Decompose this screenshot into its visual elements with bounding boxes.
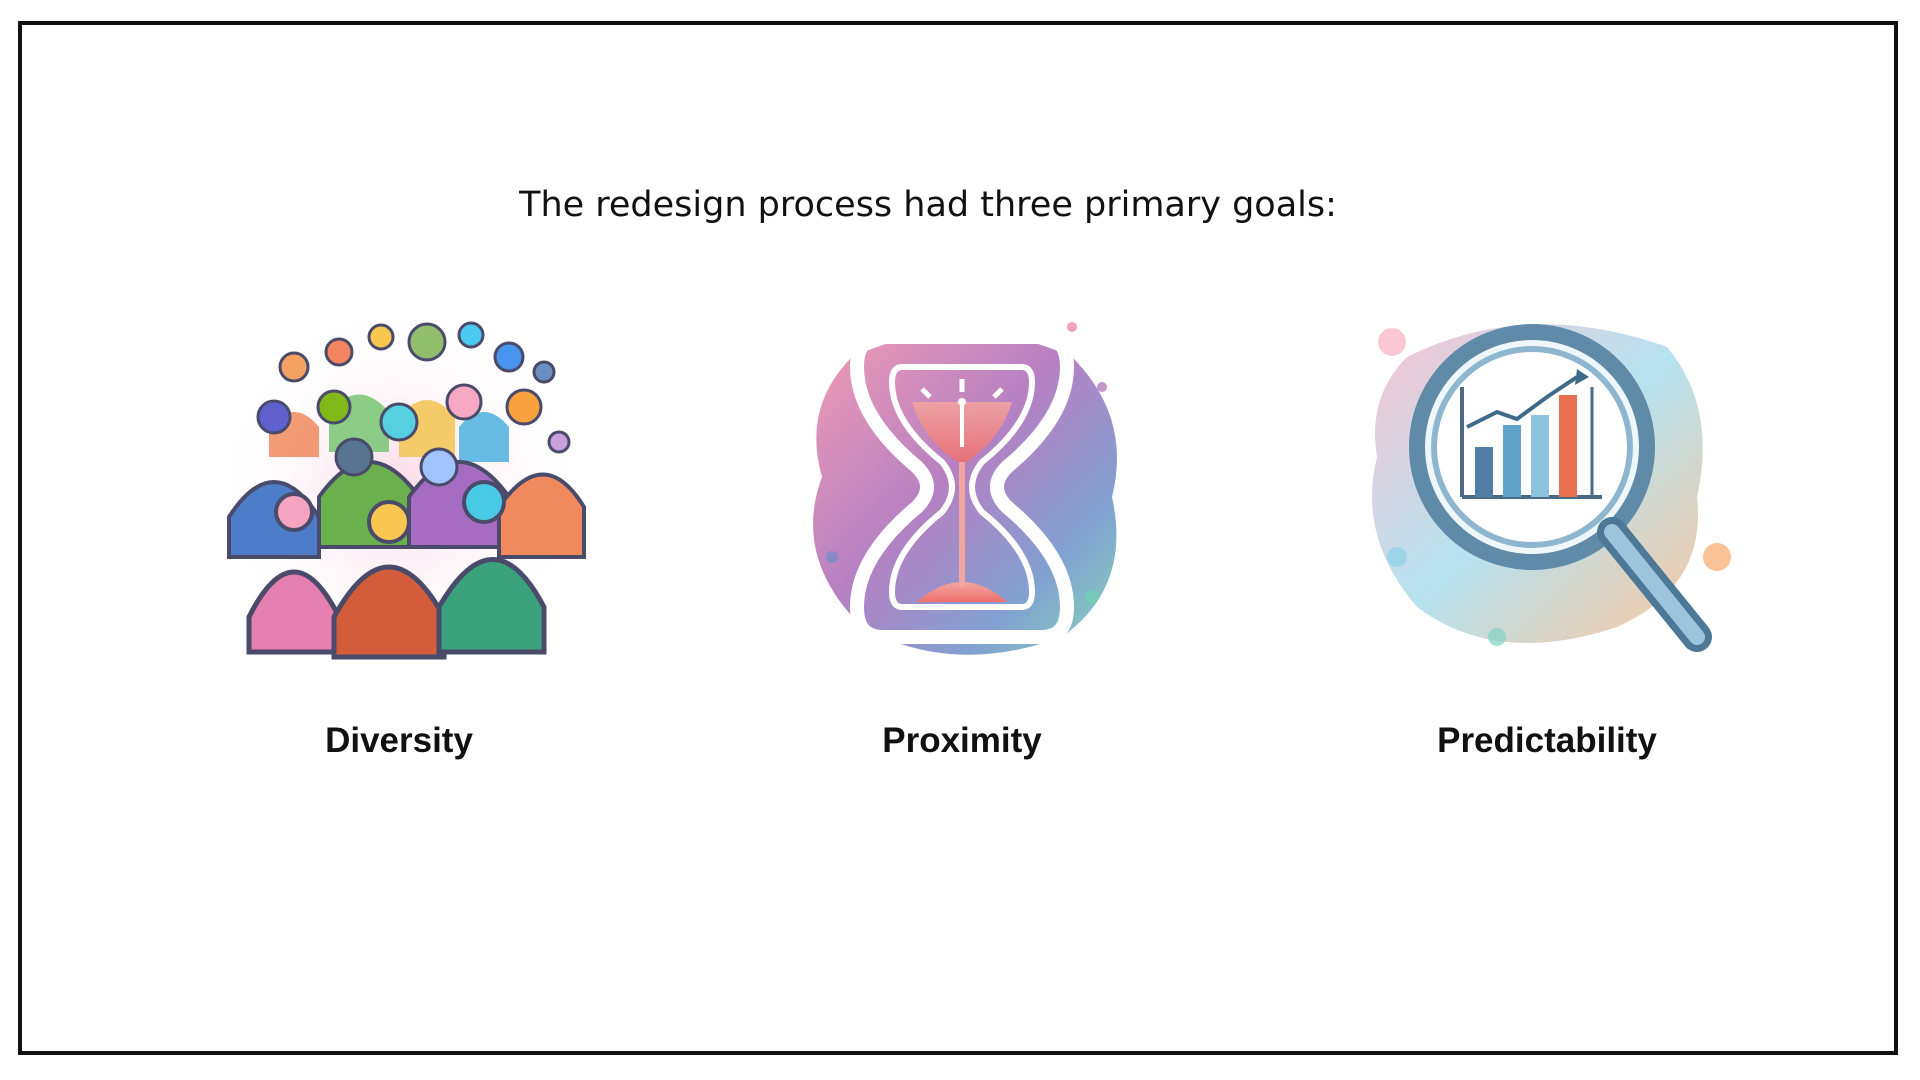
goal-label-proximity: Proximity [882, 721, 1042, 760]
intro-text: The redesign process had three primary g… [519, 185, 1337, 225]
people-crowd-icon [214, 302, 586, 672]
goal-predictability: Predictability [1337, 297, 1757, 761]
hourglass-icon [813, 322, 1117, 655]
goal-label-predictability: Predictability [1437, 721, 1657, 760]
goal-proximity: Proximity [752, 297, 1172, 761]
goal-diversity: Diversity [189, 297, 609, 761]
slide-frame: The redesign process had three primary g… [18, 21, 1898, 1055]
goal-label-diversity: Diversity [325, 721, 473, 760]
magnifier-chart-icon [1372, 324, 1731, 652]
